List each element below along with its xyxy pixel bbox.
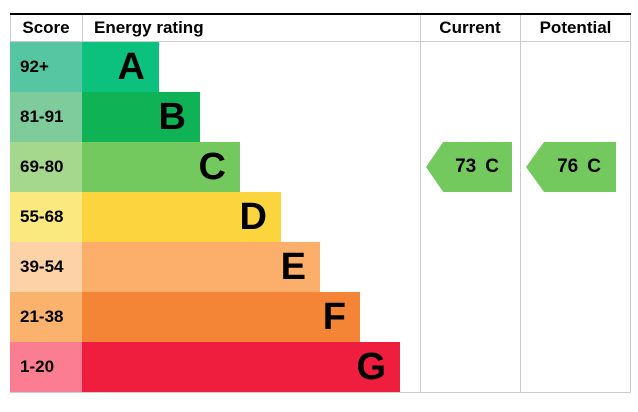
band-row-e: 39-54 E bbox=[10, 242, 631, 292]
current-rating-letter: C bbox=[485, 156, 499, 177]
header-energy-rating: Energy rating bbox=[94, 18, 204, 37]
band-bar-e: E bbox=[82, 242, 320, 292]
current-rating-value: 73 bbox=[455, 156, 477, 177]
score-range-d: 55-68 bbox=[10, 192, 82, 242]
potential-rating-letter: C bbox=[587, 156, 601, 177]
score-range-b: 81-91 bbox=[10, 92, 82, 142]
band-row-g: 1-20 G bbox=[10, 342, 631, 392]
score-range-e: 39-54 bbox=[10, 242, 82, 292]
current-rating-arrow: 73 C bbox=[426, 142, 512, 192]
current-column-divider bbox=[420, 15, 421, 393]
band-bar-d: D bbox=[82, 192, 281, 242]
band-bar-g: G bbox=[82, 342, 400, 392]
potential-column-divider bbox=[520, 15, 521, 393]
table-header: Score Energy rating Current Potential bbox=[10, 15, 631, 41]
band-row-c: 69-80 C bbox=[10, 142, 631, 192]
table-top-border bbox=[10, 13, 631, 15]
band-bar-f: F bbox=[82, 292, 360, 342]
table-right-border bbox=[630, 15, 631, 393]
header-bottom-divider bbox=[10, 41, 631, 42]
rating-bands: 92+ A 81-91 B 69-80 C 55-68 D 39-54 E 21… bbox=[10, 42, 631, 392]
score-range-f: 21-38 bbox=[10, 292, 82, 342]
header-current: Current bbox=[439, 18, 501, 37]
band-bar-b: B bbox=[82, 92, 200, 142]
band-row-d: 55-68 D bbox=[10, 192, 631, 242]
band-bar-c: C bbox=[82, 142, 240, 192]
score-range-g: 1-20 bbox=[10, 342, 82, 392]
band-row-f: 21-38 F bbox=[10, 292, 631, 342]
header-potential: Potential bbox=[539, 18, 612, 37]
score-column-divider bbox=[82, 15, 83, 41]
band-bar-a: A bbox=[82, 42, 159, 92]
score-range-a: 92+ bbox=[10, 42, 82, 92]
header-left-divider bbox=[10, 15, 11, 41]
potential-rating-value: 76 bbox=[557, 156, 579, 177]
table-bottom-border bbox=[10, 392, 631, 393]
band-row-b: 81-91 B bbox=[10, 92, 631, 142]
header-score: Score bbox=[22, 18, 70, 37]
potential-rating-arrow: 76 C bbox=[526, 142, 616, 192]
score-range-c: 69-80 bbox=[10, 142, 82, 192]
band-row-a: 92+ A bbox=[10, 42, 631, 92]
